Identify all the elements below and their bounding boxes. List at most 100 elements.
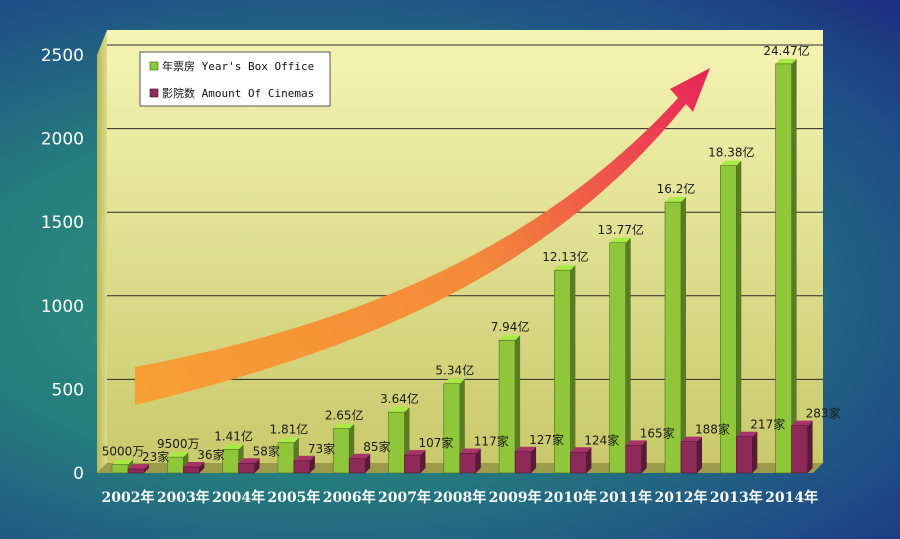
- data-label-box-office: 5.34亿: [435, 363, 474, 378]
- bar-cinemas: [459, 448, 481, 474]
- bar-box-office-front: [609, 242, 627, 474]
- bar-box-office-front: [277, 442, 295, 474]
- y-tick-label: 1500: [41, 213, 84, 233]
- bar-box-office: [664, 197, 686, 474]
- bar-box-office: [443, 378, 465, 474]
- bar-cinemas-front: [514, 451, 532, 474]
- bar-cinemas-front: [127, 468, 145, 474]
- y-tick-label: 0: [73, 464, 84, 484]
- bar-cinemas-top: [515, 446, 537, 452]
- bar-cinemas: [680, 436, 702, 474]
- x-tick-label: 2005年: [267, 489, 320, 506]
- bar-cinemas: [735, 431, 758, 474]
- bar-cinemas: [514, 446, 537, 474]
- bar-box-office-top: [333, 423, 355, 429]
- data-label-box-office: 24.47亿: [763, 43, 809, 58]
- bar-cinemas-front: [570, 451, 587, 474]
- bar-box-office-front: [775, 63, 792, 474]
- bar-box-office-top: [554, 265, 576, 271]
- bar-cinemas-top: [183, 461, 205, 467]
- data-label-box-office: 1.81亿: [270, 422, 309, 437]
- bar-cinemas-top: [459, 448, 481, 454]
- bar-box-office-top: [388, 407, 410, 413]
- bar-box-office-top: [499, 335, 521, 341]
- data-label-cinemas: 188家: [695, 422, 730, 437]
- bar-box-office-top: [665, 197, 686, 203]
- bar-cinemas-top: [736, 431, 758, 437]
- bar-box-office-side: [681, 197, 686, 474]
- x-tick-label: 2003年: [157, 489, 210, 506]
- data-label-cinemas: 85家: [363, 439, 390, 454]
- bar-box-office-top: [443, 378, 465, 384]
- data-label-cinemas: 73家: [308, 441, 335, 456]
- bar-box-office-front: [332, 428, 350, 474]
- bar-cinemas-top: [570, 447, 592, 453]
- bar-box-office-front: [443, 383, 461, 474]
- data-label-box-office: 7.94亿: [491, 319, 530, 334]
- bar-cinemas-side: [586, 447, 592, 473]
- y-tick-label: 2000: [41, 130, 84, 150]
- growth-arrow: [135, 68, 710, 405]
- bar-cinemas: [293, 455, 315, 474]
- bar-cinemas: [238, 458, 260, 474]
- x-tick-label: 2010年: [544, 489, 597, 506]
- bar-cinemas-top: [625, 440, 647, 446]
- legend: 年票房 Year's Box Office 影院数 Amount Of Cine…: [139, 51, 331, 107]
- bar-box-office-top: [222, 444, 244, 450]
- data-label-cinemas: 107家: [419, 435, 454, 450]
- bar-cinemas-front: [680, 441, 698, 474]
- bar-box-office-top: [112, 459, 133, 465]
- bar-box-office: [554, 265, 576, 474]
- bar-box-office: [775, 58, 797, 474]
- legend-swatch-box-office: [149, 61, 159, 71]
- data-label-cinemas: 58家: [253, 443, 280, 458]
- x-tick-label: 2006年: [323, 489, 376, 506]
- bar-cinemas-front: [238, 463, 255, 474]
- data-label-cinemas: 127家: [529, 432, 564, 447]
- x-tick-label: 2014年: [765, 489, 818, 506]
- bar-box-office-side: [625, 237, 631, 473]
- bar-cinemas-side: [752, 431, 758, 473]
- x-tick-label: 2004年: [212, 489, 265, 506]
- bar-cinemas-side: [420, 450, 426, 473]
- data-label-box-office: 5000万: [102, 445, 145, 459]
- bar-cinemas-top: [404, 450, 426, 456]
- data-label-cinemas: 165家: [640, 425, 675, 440]
- data-label-cinemas: 217家: [750, 417, 785, 432]
- bar-box-office-front: [388, 411, 405, 474]
- bar-cinemas: [127, 464, 149, 474]
- x-tick-label: 2012年: [655, 489, 708, 506]
- data-label-box-office: 1.41亿: [214, 428, 253, 443]
- data-label-cinemas: 36家: [197, 447, 224, 462]
- x-tick-label: 2008年: [433, 489, 486, 506]
- bar-box-office-front: [167, 456, 184, 474]
- bar-cinemas: [183, 461, 205, 474]
- data-label-cinemas: 283家: [806, 406, 841, 421]
- y-axis: 0 500 1000 1500 2000 2500: [41, 46, 84, 484]
- bar-box-office: [609, 237, 631, 474]
- data-label-cinemas: 23家: [142, 449, 169, 464]
- x-tick-label: 2007年: [378, 489, 431, 506]
- bar-box-office-top: [720, 160, 742, 166]
- bar-box-office-front: [719, 165, 737, 474]
- bar-cinemas-side: [531, 446, 537, 473]
- bar-cinemas-side: [641, 440, 647, 473]
- bar-cinemas-top: [238, 458, 260, 464]
- bar-box-office-top: [277, 437, 299, 443]
- legend-swatch-cinemas: [149, 88, 159, 98]
- bar-cinemas-side: [309, 455, 315, 473]
- bar-cinemas-side: [365, 453, 371, 473]
- bar-cinemas-side: [199, 461, 205, 473]
- bar-cinemas-front: [404, 454, 421, 474]
- bar-cinemas-top: [293, 455, 315, 461]
- bar-cinemas: [570, 447, 592, 474]
- data-label-box-office: 9500万: [157, 437, 200, 451]
- y-tick-label: 2500: [41, 46, 84, 66]
- bar-cinemas-front: [735, 436, 753, 474]
- data-label-box-office: 2.65亿: [325, 408, 364, 423]
- bar-cinemas-side: [254, 458, 260, 473]
- bar-cinemas-top: [681, 436, 702, 442]
- bars: [111, 58, 813, 474]
- bar-cinemas-top: [349, 453, 371, 459]
